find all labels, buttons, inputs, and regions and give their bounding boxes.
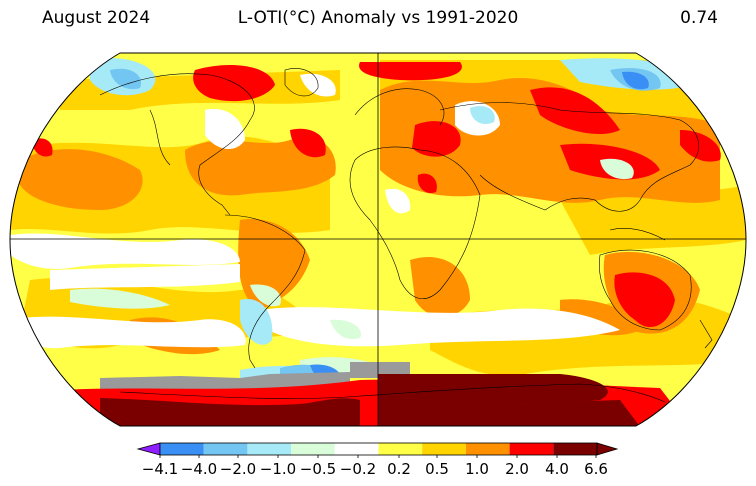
colorbar-tick-label: −0.5 [300,460,336,478]
map-date-label: August 2024 [42,8,151,28]
coastlines [99,68,713,403]
colorbar-tick-label: 4.0 [545,460,569,478]
colorbar-segment [553,443,597,455]
colorbar-tick-label: −0.2 [340,460,376,478]
colorbar-tick-label: 1.0 [465,460,489,478]
colorbar-segment [203,443,248,455]
colorbar-over-arrow [596,442,619,456]
map-title: L-OTI(°C) Anomaly vs 1991-2020 [237,8,519,28]
colorbar-tick-label: 2.0 [505,460,529,478]
colorbar-segment [422,443,466,455]
colorbar-segments [136,442,619,456]
colorbar-tick-label: 6.6 [584,460,608,478]
colorbar-segment [334,443,379,455]
colorbar-segment [291,443,335,455]
colorbar-ticks: −4.1 −4.0 −2.0 −1.0 −0.5 −0.2 0.2 0.5 1.0 2.0 4.0 6… [142,455,608,478]
colorbar-tick-label: 0.2 [387,460,411,478]
colorbar-tick-label: −4.0 [181,460,217,478]
colorbar-segment [247,443,292,455]
colorbar-segment [378,443,423,455]
colorbar-segment [160,443,204,455]
colorbar-tick-label: −4.1 [142,460,178,478]
colorbar-segment [465,443,510,455]
colorbar-tick-label: 0.5 [425,460,449,478]
global-mean-value: 0.74 [680,8,718,28]
colorbar-outline [159,442,598,456]
globe-outline [9,52,747,427]
colorbar-segment [509,443,554,455]
colorbar-under-arrow [136,442,161,456]
colorbar-tick-label: −1.0 [260,460,296,478]
colorbar-tick-label: −2.0 [220,460,256,478]
